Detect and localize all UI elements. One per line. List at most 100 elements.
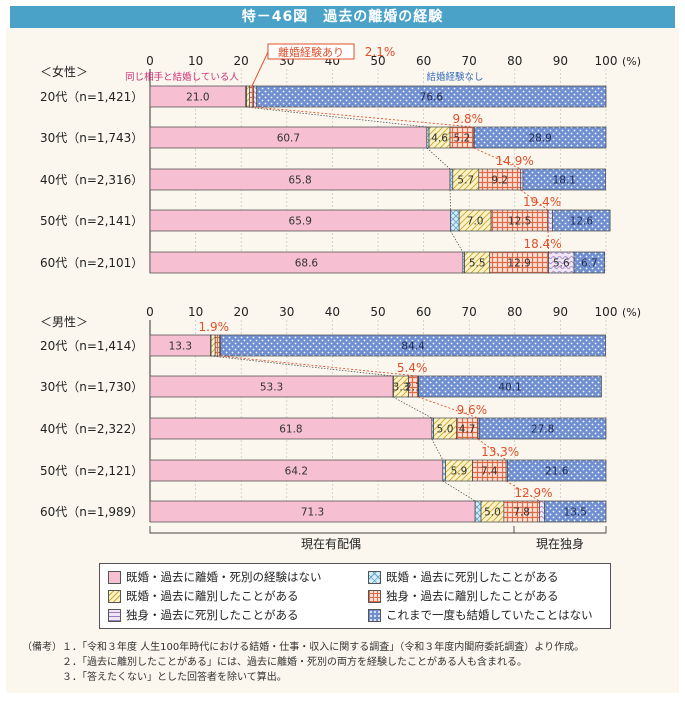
- data-label: 27.8: [531, 424, 554, 436]
- divorce-rate-label: 19.4%: [523, 195, 561, 209]
- data-label: 4.6: [431, 133, 448, 145]
- annotation-divorce-rate: 2.1%: [365, 45, 396, 59]
- x-tick-label: 10: [188, 54, 203, 68]
- x-tick-label: 20: [234, 305, 249, 319]
- divorce-rate-label: 9.8%: [453, 112, 484, 126]
- legend-swatch: [368, 589, 381, 603]
- legend-label: 独身・過去に死別したことがある: [126, 608, 299, 622]
- data-label: 65.9: [289, 216, 312, 228]
- bracket-married: [149, 526, 515, 534]
- legend-swatch: [368, 570, 381, 584]
- x-tick-label: 60: [416, 54, 431, 68]
- note-3: ３．「答えたくない」とした回答者を除いて算出。: [62, 672, 287, 683]
- legend-swatch: [108, 570, 121, 584]
- connector-line: [442, 480, 476, 502]
- data-label: 40.1: [498, 382, 521, 394]
- data-label: 5.0: [437, 424, 454, 436]
- connector-line: [520, 189, 549, 211]
- connector-line: [417, 396, 479, 419]
- data-label: 64.2: [285, 466, 308, 478]
- bar-segment-single-divorced: [249, 85, 254, 108]
- x-tick-label: 90: [553, 54, 568, 68]
- data-label: 6.7: [581, 258, 598, 270]
- label-married: 現在有配偶: [301, 537, 361, 551]
- annotation-box: [267, 43, 355, 60]
- x-tick-label: 100: [595, 305, 618, 319]
- divorce-rate-label: 1.9%: [199, 320, 230, 334]
- data-label: 4.7: [459, 424, 476, 436]
- data-label: 7.0: [467, 216, 484, 228]
- annotation-same-partner: 同じ相手と結婚している人: [125, 71, 239, 83]
- bar-segment-single-widowed: [253, 85, 258, 108]
- data-label: 13.5: [564, 507, 587, 519]
- bar-segment-married-divorced: [246, 85, 250, 108]
- data-label: 12.5: [508, 216, 531, 228]
- data-label: 12.6: [570, 216, 594, 228]
- data-label: 18.1: [553, 175, 576, 187]
- bar-segment-never-married: [552, 209, 611, 232]
- x-tick-label: 30: [279, 305, 294, 319]
- annotation-divorce-experience: 離婚経験あり: [278, 45, 344, 59]
- x-tick-label: 40: [325, 305, 340, 319]
- connector-line: [505, 480, 540, 502]
- data-label: 5.9: [451, 466, 468, 478]
- connector-line: [392, 396, 432, 419]
- row-label: 30代（n=1,730）: [40, 380, 143, 394]
- connector-line: [450, 230, 464, 253]
- data-label: 65.8: [288, 175, 311, 187]
- row-label: 20代（n=1,414）: [40, 339, 143, 353]
- row-label: 40代（n=2,322）: [40, 422, 143, 436]
- data-label: 5.7: [457, 175, 474, 187]
- bar-segment-never-married: [507, 459, 607, 482]
- bar-segment-married-widowed: [449, 168, 454, 191]
- figure-title: 特－46図 過去の離婚の経験: [10, 6, 675, 28]
- legend-item: 既婚・過去に離別したことがある: [108, 588, 299, 604]
- row-label: 20代（n=1,421）: [40, 90, 143, 104]
- data-label: 68.6: [295, 258, 319, 270]
- annotation-pointer: [251, 51, 269, 87]
- divorce-rate-label: 12.9%: [514, 486, 552, 500]
- data-label: 84.4: [401, 341, 425, 353]
- x-tick-label: 10: [188, 305, 203, 319]
- legend-item: 独身・過去に死別したことがある: [108, 607, 299, 623]
- divorce-rate-label: 18.4%: [523, 237, 561, 251]
- data-label: 13.3: [169, 341, 192, 353]
- x-tick-label: 70: [462, 305, 477, 319]
- x-tick-label: 50: [370, 54, 385, 68]
- panel-label: ＜女性＞: [40, 64, 88, 79]
- legend-item: 独身・過去に離別したことがある: [368, 588, 559, 604]
- legend-swatch: [368, 608, 381, 622]
- data-label: 5.6: [553, 258, 570, 270]
- connector-line: [477, 438, 507, 461]
- data-label: 9.2: [491, 175, 508, 187]
- row-label: 30代（n=1,743）: [40, 131, 143, 145]
- x-tick-label: 80: [507, 305, 522, 319]
- data-label: 60.7: [277, 133, 300, 145]
- legend-item: 既婚・過去に離婚・死別の経験はない: [108, 569, 322, 585]
- chart-legend: 既婚・過去に離婚・死別の経験はない 既婚・過去に死別したことがある既婚・過去に離別…: [99, 563, 611, 629]
- axis-unit: (%): [622, 55, 641, 68]
- footnotes: （備考）１．「令和３年度 人生100年時代における結婚・仕事・収入に関する調査」…: [22, 640, 584, 685]
- annotation-never-married: 結婚経験なし: [426, 71, 483, 83]
- notes-label: （備考）: [22, 642, 62, 653]
- bracket-single: [514, 526, 607, 534]
- row-label: 50代（n=2,141）: [40, 214, 143, 228]
- bar-segment-never-married: [573, 251, 605, 274]
- bar-segment-single-divorced: [214, 334, 221, 357]
- x-tick-label: 0: [146, 54, 154, 68]
- x-tick-label: 100: [595, 54, 618, 68]
- bar-segment-never-married: [522, 168, 606, 191]
- note-2: ２．「過去に離別したことがある」には、過去に離婚・死別の両方を経験したことがある…: [62, 657, 527, 668]
- row-label: 50代（n=2,121）: [40, 464, 143, 478]
- x-tick-label: 50: [370, 305, 385, 319]
- connector-line: [253, 106, 474, 128]
- connector-line: [210, 355, 394, 377]
- legend-label: 既婚・過去に離別したことがある: [126, 589, 299, 603]
- panel-label: ＜男性＞: [40, 315, 88, 329]
- legend-item: 既婚・過去に死別したことがある: [368, 569, 559, 585]
- bar-segment-never-married: [418, 375, 602, 398]
- bar-segment-never-married: [256, 85, 607, 108]
- data-label: 2.1: [405, 382, 422, 394]
- x-tick-label: 90: [553, 305, 568, 319]
